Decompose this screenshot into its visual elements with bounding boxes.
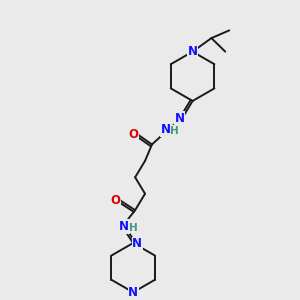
Text: H: H: [129, 223, 137, 232]
Text: H: H: [170, 126, 179, 136]
Text: N: N: [128, 286, 138, 299]
Text: N: N: [188, 45, 198, 58]
Text: O: O: [110, 194, 120, 207]
Text: N: N: [175, 112, 185, 125]
Text: N: N: [161, 123, 171, 136]
Text: O: O: [128, 128, 138, 141]
Text: N: N: [119, 220, 129, 233]
Text: N: N: [132, 238, 142, 250]
